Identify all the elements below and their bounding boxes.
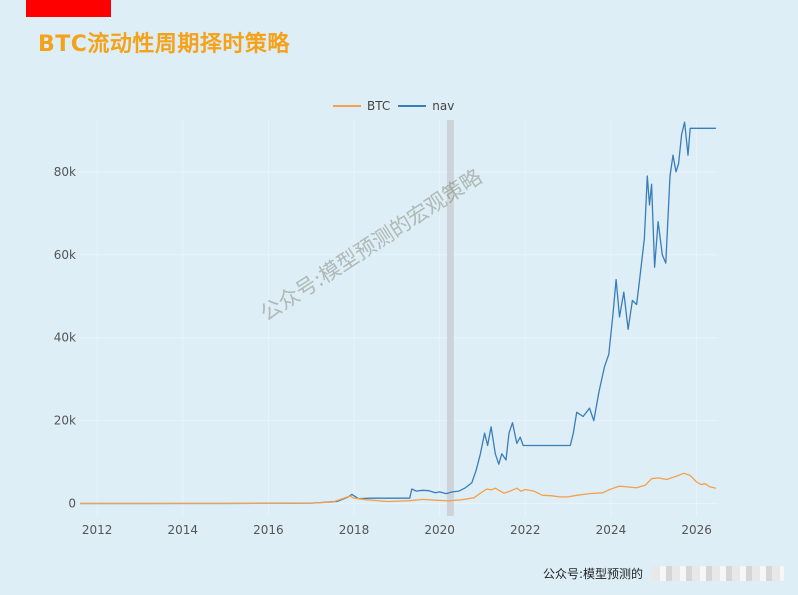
y-tick-label: 20k (54, 414, 76, 428)
red-header-tab (26, 0, 111, 17)
y-tick-label: 60k (54, 248, 76, 262)
shaded-region (446, 120, 454, 516)
legend-label-nav: nav (432, 99, 455, 113)
axes: 0 20k 40k 60k 80k 2012 2014 2016 2018 2020 2022 202… (54, 165, 712, 537)
page-title: BTC流动性周期择时策略 (38, 32, 290, 57)
footer-text: 公众号:模型预测的 (543, 567, 644, 581)
legend-swatch-btc (333, 105, 361, 107)
x-tick-label: 2016 (253, 523, 284, 537)
legend: BTC nav (333, 99, 454, 113)
footer-blurred-area (652, 566, 784, 581)
grid (80, 120, 718, 516)
legend-item-nav[interactable]: nav (398, 99, 454, 113)
legend-swatch-nav (398, 105, 427, 107)
x-tick-label: 2018 (339, 523, 370, 537)
series-lines (80, 121, 717, 505)
x-tick-label: 2024 (596, 523, 627, 537)
x-tick-label: 2012 (82, 523, 113, 537)
x-tick-label: 2014 (167, 523, 198, 537)
series-line-btc (80, 472, 717, 505)
x-tick-label: 2022 (510, 523, 541, 537)
x-tick-label: 2020 (424, 523, 455, 537)
series-line-nav (80, 121, 716, 505)
legend-label-btc: BTC (367, 99, 391, 113)
x-tick-label: 2026 (681, 523, 712, 537)
y-tick-label: 0 (68, 497, 76, 511)
y-tick-label: 40k (54, 331, 76, 345)
shaded-band (446, 120, 454, 516)
y-tick-label: 80k (54, 165, 76, 179)
legend-item-btc[interactable]: BTC (333, 99, 390, 113)
